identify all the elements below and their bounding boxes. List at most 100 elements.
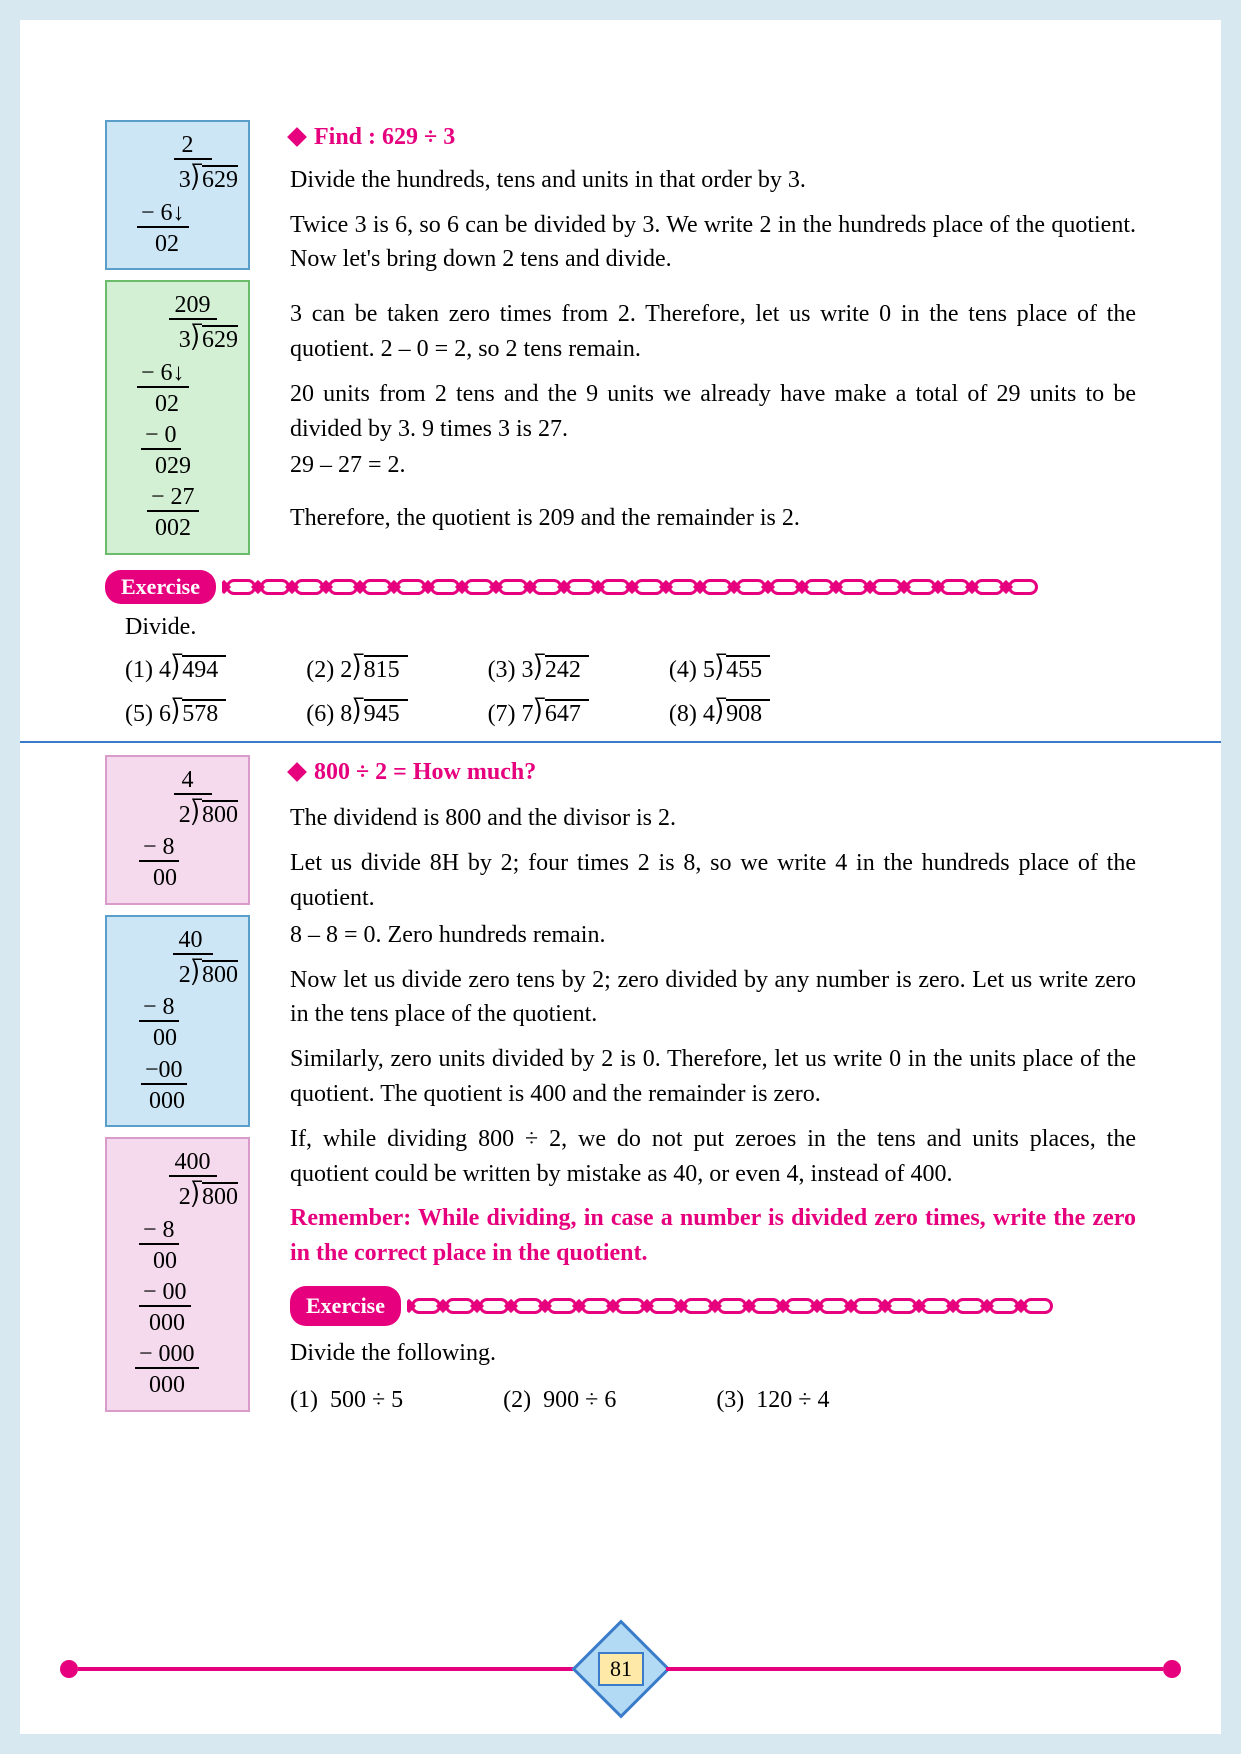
remember-note: Remember: While dividing, in case a numb… [290, 1201, 1136, 1271]
divisor: 2 [340, 657, 352, 683]
problem-row: (1) 500 ÷ 5 (2) 900 ÷ 6 (3) 120 ÷ 4 [290, 1383, 1136, 1418]
work-line: − 0 [141, 422, 181, 450]
divisor: 5 [703, 657, 715, 683]
section2-workings: 4 2⟌800 − 8 00 40 2⟌800 − 8 00 −00 000 4… [105, 755, 265, 1430]
dividend: 800 [202, 1182, 238, 1210]
quotient: 400 [169, 1149, 217, 1177]
work-line: 000 [149, 1372, 185, 1398]
paragraph: Therefore, the quotient is 209 and the r… [290, 501, 1136, 536]
footer-dot-icon [1163, 1660, 1181, 1678]
work-line: − 000 [135, 1341, 199, 1369]
instruction: Divide. [125, 614, 1136, 641]
division-box-1: 2 3⟌629 − 6↓ 02 [105, 120, 250, 270]
problem: (5) 6⟌578 [125, 697, 226, 729]
divisor: 8 [340, 701, 352, 727]
page-number: 81 [598, 1652, 644, 1686]
work-line: 02 [155, 391, 179, 417]
problem: (6) 8⟌945 [306, 697, 407, 729]
work-line: 00 [153, 865, 177, 891]
work-line: 002 [155, 515, 191, 541]
work-line: − 6↓ [137, 200, 189, 228]
paragraph: 8 – 8 = 0. Zero hundreds remain. [290, 918, 1136, 953]
dividend: 578 [182, 699, 226, 727]
paragraph: If, while dividing 800 ÷ 2, we do not pu… [290, 1122, 1136, 1192]
section2-explanation: 800 ÷ 2 = How much? The dividend is 800 … [290, 755, 1136, 1430]
division-box-4: 40 2⟌800 − 8 00 −00 000 [105, 915, 250, 1127]
paragraph: Similarly, zero units divided by 2 is 0.… [290, 1042, 1136, 1112]
section-629-div-3: 2 3⟌629 − 6↓ 02 209 3⟌629 − 6↓ 02 − 0 02… [105, 120, 1136, 555]
work-line: 000 [149, 1088, 185, 1114]
divisor: 3 [179, 327, 191, 353]
page-footer: 81 [20, 1634, 1221, 1704]
page-number-diamond: 81 [571, 1620, 670, 1719]
section-800-div-2: 4 2⟌800 − 8 00 40 2⟌800 − 8 00 −00 000 4… [105, 755, 1136, 1430]
quotient: 2 [174, 132, 212, 160]
page-content: 2 3⟌629 − 6↓ 02 209 3⟌629 − 6↓ 02 − 0 02… [20, 20, 1221, 1505]
paragraph: 3 can be taken zero times from 2. Theref… [290, 297, 1136, 367]
work-line: − 00 [139, 1279, 191, 1307]
problem: (2) 900 ÷ 6 [503, 1383, 616, 1418]
divisor: 3 [522, 657, 534, 683]
problem: (1) 500 ÷ 5 [290, 1383, 403, 1418]
division-box-2: 209 3⟌629 − 6↓ 02 − 0 029 − 27 002 [105, 280, 250, 555]
division-box-3: 4 2⟌800 − 8 00 [105, 755, 250, 905]
diamond-icon [287, 762, 307, 782]
exercise1-band: Exercise [20, 570, 1136, 604]
problem: (3) 120 ÷ 4 [716, 1383, 829, 1418]
work-line: − 6↓ [137, 360, 189, 388]
paragraph: Divide the hundreds, tens and units in t… [290, 163, 1136, 198]
division-box-5: 400 2⟌800 − 8 00 − 00 000 − 000 000 [105, 1137, 250, 1412]
section1-explanation: Find : 629 ÷ 3 Divide the hundreds, tens… [290, 120, 1136, 555]
work-line: −00 [141, 1057, 187, 1085]
divisor: 3 [179, 167, 191, 193]
problem: (7) 7⟌647 [488, 697, 589, 729]
quotient: 4 [174, 767, 212, 795]
chain-decoration [222, 576, 1136, 598]
footer-dot-icon [60, 1660, 78, 1678]
divisor: 4 [159, 657, 171, 683]
paragraph: Now let us divide zero tens by 2; zero d… [290, 963, 1136, 1033]
dividend: 647 [545, 699, 589, 727]
paragraph: 29 – 27 = 2. [290, 448, 1136, 483]
work-line: 000 [149, 1310, 185, 1336]
exercise-label: Exercise [105, 570, 216, 604]
problem-row: (1) 4⟌494(2) 2⟌815(3) 3⟌242(4) 5⟌455 [125, 653, 1136, 685]
dividend: 908 [726, 699, 770, 727]
work-line: 00 [153, 1248, 177, 1274]
work-line: 029 [155, 453, 191, 479]
diamond-icon [287, 127, 307, 147]
problem-row: (5) 6⟌578 (6) 8⟌945 (7) 7⟌647 (8) 4⟌908 [125, 697, 1136, 729]
dividend: 629 [202, 165, 238, 193]
work-line: − 8 [139, 1217, 179, 1245]
divisor: 7 [522, 701, 534, 727]
work-line: − 8 [139, 994, 179, 1022]
heading-text: 800 ÷ 2 = How much? [314, 755, 536, 790]
divider [20, 741, 1221, 743]
paragraph: 20 units from 2 tens and the 9 units we … [290, 377, 1136, 447]
exercise2-band: Exercise [290, 1286, 1136, 1326]
paragraph: Twice 3 is 6, so 6 can be divided by 3. … [290, 208, 1136, 278]
footer-line [78, 1667, 576, 1671]
problem: (3) 3⟌242 [488, 653, 589, 685]
problem: (8) 4⟌908 [669, 697, 770, 729]
paragraph: Let us divide 8H by 2; four times 2 is 8… [290, 846, 1136, 916]
heading-text: Find : 629 ÷ 3 [314, 120, 455, 155]
dividend: 800 [202, 960, 238, 988]
section2-heading: 800 ÷ 2 = How much? [290, 755, 1136, 790]
exercise-label: Exercise [290, 1286, 401, 1326]
problem: (4) 5⟌455 [669, 653, 770, 685]
divisor: 2 [179, 962, 191, 988]
work-line: − 8 [139, 834, 179, 862]
dividend: 455 [726, 655, 770, 683]
work-line: − 27 [147, 484, 199, 512]
work-line: 00 [153, 1025, 177, 1051]
dividend: 494 [182, 655, 226, 683]
dividend: 945 [364, 699, 408, 727]
dividend: 242 [545, 655, 589, 683]
divisor: 4 [703, 701, 715, 727]
dividend: 629 [202, 325, 238, 353]
problem: (1) 4⟌494 [125, 653, 226, 685]
instruction: Divide the following. [290, 1336, 1136, 1371]
dividend: 800 [202, 800, 238, 828]
divisor: 2 [179, 802, 191, 828]
